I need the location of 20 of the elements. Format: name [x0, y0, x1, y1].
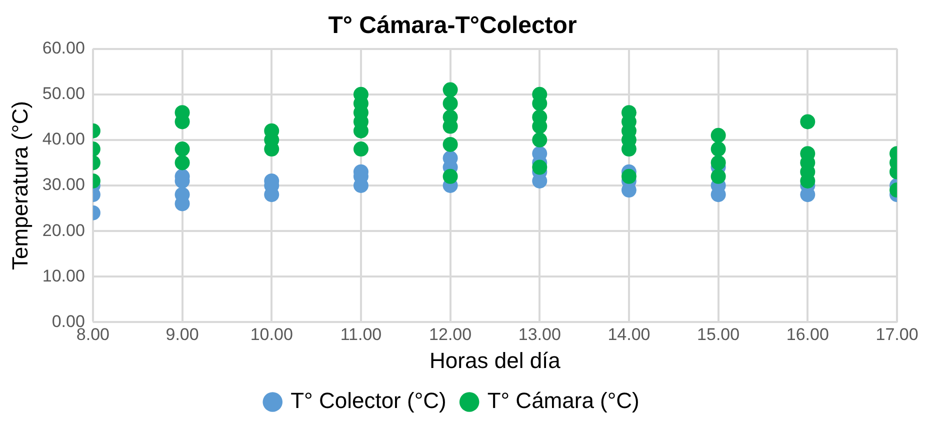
x-tick-label: 12.00 — [429, 325, 472, 344]
x-tick-label: 14.00 — [608, 325, 650, 344]
x-axis-title: Horas del día — [430, 348, 562, 373]
y-tick-label: 20.00 — [42, 220, 85, 240]
x-tick-label: 9.00 — [166, 325, 199, 344]
x-tick-label: 13.00 — [518, 325, 561, 344]
x-tick-label: 10.00 — [250, 325, 293, 344]
x-tick-label: 11.00 — [340, 325, 382, 344]
y-tick-label: 10.00 — [42, 266, 85, 286]
y-tick-label: 40.00 — [42, 130, 85, 149]
x-tick-label: 16.00 — [786, 325, 829, 344]
legend-label: T° Colector (°C) — [290, 388, 446, 414]
x-tick-label: 17.00 — [876, 325, 918, 344]
y-axis-title: Temperatura (°C) — [7, 101, 32, 270]
y-tick-label: 30.00 — [42, 175, 85, 194]
legend-label: T° Cámara (°C) — [487, 388, 640, 414]
x-tick-label: 15.00 — [697, 325, 740, 344]
chart-title: T° Cámara-T°Colector — [328, 12, 577, 40]
y-tick-label: 60.00 — [42, 38, 85, 58]
y-tick-label: 50.00 — [42, 84, 85, 104]
